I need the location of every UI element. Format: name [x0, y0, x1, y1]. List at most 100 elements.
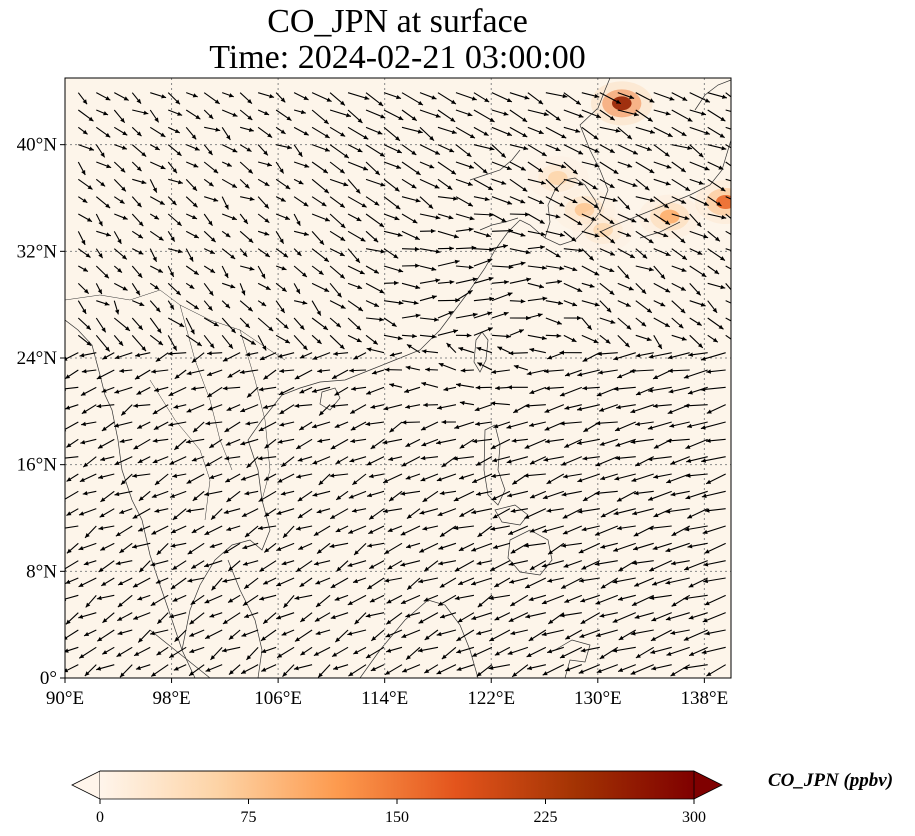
- wind-arrow: [689, 300, 706, 307]
- wind-arrow: [401, 456, 421, 467]
- wind-arrow: [401, 300, 419, 305]
- wind-arrow: [153, 421, 169, 431]
- wind-arrow: [683, 560, 708, 571]
- wind-arrow: [221, 92, 234, 98]
- wind-arrow: [582, 386, 600, 391]
- wind-arrow: [545, 144, 561, 152]
- wind-arrow: [421, 349, 439, 354]
- wind-arrow: [509, 126, 528, 138]
- wind-arrow: [617, 248, 636, 259]
- wind-arrow: [689, 196, 709, 207]
- wind-arrow: [114, 213, 128, 220]
- wind-arrow: [332, 664, 349, 670]
- wind-arrow: [115, 525, 133, 537]
- wind-arrow: [203, 317, 219, 327]
- wind-arrow: [401, 178, 417, 189]
- wind-arrow: [350, 438, 367, 444]
- wind-arrow: [293, 300, 308, 305]
- wind-arrow: [275, 213, 291, 220]
- wind-arrow: [149, 109, 160, 123]
- wind-arrow: [473, 196, 490, 202]
- wind-arrow: [419, 317, 439, 322]
- wind-arrow: [221, 300, 231, 309]
- wind-arrow: [78, 265, 89, 273]
- wind-arrow: [239, 300, 254, 312]
- wind-arrow: [382, 508, 403, 514]
- wind-arrow: [491, 473, 510, 479]
- wind-arrow: [261, 646, 277, 654]
- wind-arrow: [652, 369, 672, 380]
- wind-arrow: [635, 248, 648, 259]
- wind-arrow: [365, 612, 385, 618]
- wind-arrow: [96, 629, 115, 642]
- wind-arrow: [494, 646, 511, 656]
- wind-arrow: [172, 473, 187, 478]
- wind-arrow: [707, 178, 726, 192]
- wind-arrow: [599, 265, 615, 273]
- wind-arrow: [275, 92, 286, 103]
- wind-arrow: [577, 473, 600, 483]
- wind-arrow: [419, 213, 441, 220]
- wind-arrow: [455, 126, 476, 139]
- wind-arrow: [456, 664, 475, 671]
- wind-arrow: [546, 473, 565, 485]
- wind-arrow: [671, 109, 693, 122]
- wind-arrow: [635, 178, 650, 191]
- wind-arrow: [671, 300, 686, 314]
- wind-arrow: [653, 92, 675, 101]
- wind-arrow: [334, 594, 349, 601]
- wind-arrow: [119, 368, 133, 373]
- wind-arrow: [246, 386, 259, 398]
- title-line-1: CO_JPN at surface: [267, 3, 528, 40]
- wind-arrow: [635, 265, 654, 272]
- wind-arrow: [78, 178, 93, 190]
- wind-arrow: [132, 577, 151, 588]
- wind-arrow: [404, 386, 421, 393]
- wind-arrow: [95, 213, 103, 227]
- wind-arrow: [172, 508, 187, 521]
- wind-arrow: [529, 560, 547, 571]
- wind-arrow: [311, 421, 331, 429]
- wind-arrow: [438, 542, 457, 550]
- wind-arrow: [240, 438, 259, 446]
- wind-arrow: [725, 248, 731, 252]
- wind-arrow: [688, 577, 708, 588]
- wind-arrow: [366, 577, 385, 590]
- wind-arrow: [455, 109, 473, 117]
- wind-arrow: [649, 594, 672, 601]
- wind-arrow: [155, 577, 169, 584]
- wind-arrow: [594, 490, 618, 496]
- wind-arrow: [471, 542, 493, 552]
- wind-arrow: [245, 352, 259, 357]
- wind-arrow: [455, 265, 474, 270]
- wind-arrow: [152, 456, 169, 464]
- wind-arrow: [137, 594, 151, 601]
- wind-arrow: [329, 178, 349, 187]
- wind-arrow: [78, 577, 97, 588]
- wind-arrow: [597, 369, 618, 375]
- wind-arrow: [224, 456, 241, 461]
- wind-arrow: [527, 282, 545, 289]
- wind-arrow: [131, 230, 144, 239]
- hotspot-fukuoka: [572, 208, 634, 252]
- wind-arrow: [473, 178, 494, 191]
- wind-arrow: [401, 263, 420, 268]
- wind-arrow: [509, 161, 527, 171]
- wind-arrow: [383, 230, 403, 237]
- wind-arrow: [239, 92, 253, 105]
- wind-arrow: [457, 577, 475, 586]
- wind-arrow: [347, 178, 361, 194]
- wind-arrow: [401, 144, 417, 156]
- wind-arrow: [188, 664, 205, 677]
- wind-arrow: [491, 369, 510, 375]
- lon-tick-label: 130°E: [574, 688, 622, 709]
- lon-tick-label: 114°E: [361, 688, 408, 709]
- wind-arrow: [653, 282, 671, 293]
- wind-arrow: [527, 109, 549, 117]
- wind-arrow: [559, 612, 582, 618]
- wind-arrow: [299, 577, 313, 588]
- wind-arrow: [365, 421, 385, 427]
- wind-arrow: [275, 317, 289, 330]
- wind-arrow: [510, 542, 529, 554]
- wind-arrow: [335, 456, 349, 465]
